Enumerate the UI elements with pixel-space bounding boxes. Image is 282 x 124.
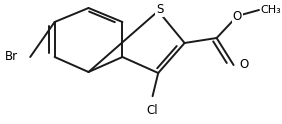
Text: Cl: Cl [147, 104, 158, 117]
Text: S: S [156, 3, 163, 16]
Text: CH₃: CH₃ [260, 5, 281, 15]
Text: Br: Br [5, 50, 18, 63]
Text: O: O [233, 10, 242, 22]
Text: O: O [239, 59, 249, 72]
